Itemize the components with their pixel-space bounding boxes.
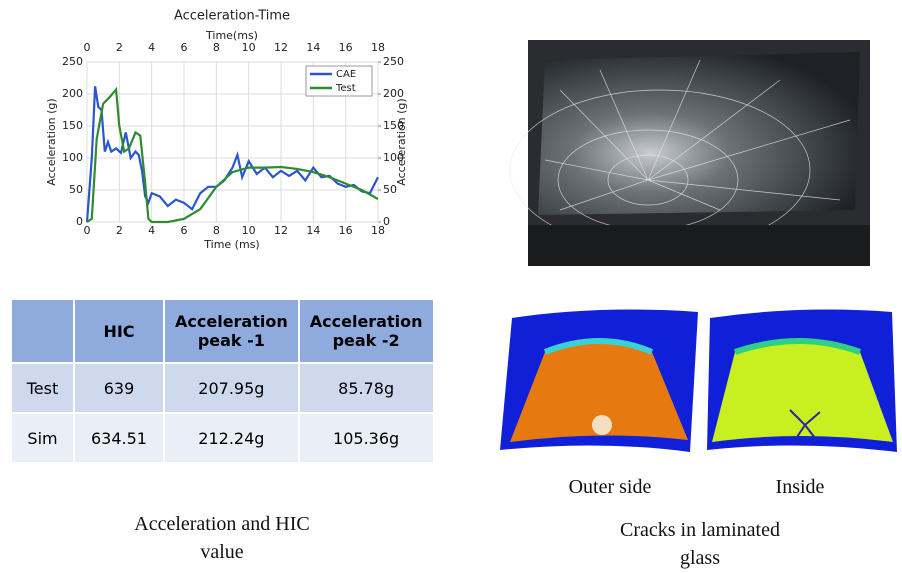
caption-line: Acceleration and HIC	[60, 510, 384, 538]
y-tick-label: 250	[62, 55, 83, 68]
results-table: HIC Acceleration peak -1 Acceleration pe…	[10, 298, 435, 464]
windshield-photo	[510, 40, 870, 266]
legend-label: Test	[335, 83, 356, 94]
y2-axis-label: Acceleration (g)	[395, 98, 408, 185]
y2-tick-label: 0	[383, 215, 390, 228]
cell: 207.95g	[164, 363, 299, 413]
x2-tick-label: 18	[371, 41, 385, 54]
caption-line: Cracks in laminated	[540, 516, 860, 544]
header-cell	[11, 299, 74, 363]
y-tick-label: 150	[62, 119, 83, 132]
x2-tick-label: 12	[274, 41, 288, 54]
y2-tick-label: 50	[383, 183, 397, 196]
x2-tick-label: 16	[339, 41, 353, 54]
x-tick-label: 6	[181, 224, 188, 237]
x2-tick-label: 10	[242, 41, 256, 54]
x2-tick-label: 8	[213, 41, 220, 54]
y2-tick-label: 250	[383, 55, 404, 68]
caption: Cracks in laminated glass	[540, 516, 860, 572]
legend-label: CAE	[336, 69, 356, 80]
y-tick-label: 200	[62, 87, 83, 100]
cell: 212.24g	[164, 413, 299, 463]
cell: Sim	[11, 413, 74, 463]
x2-tick-label: 2	[116, 41, 123, 54]
y-tick-label: 100	[62, 151, 83, 164]
chart: Acceleration-Time Time(ms) Time (ms) Acc…	[0, 0, 460, 260]
x-tick-label: 2	[116, 224, 123, 237]
chart-title: Acceleration-Time	[174, 9, 290, 24]
y-axis-label: Acceleration (g)	[45, 98, 58, 185]
cell: 639	[74, 363, 164, 413]
cell: 634.51	[74, 413, 164, 463]
caption: Acceleration and HIC value	[60, 510, 384, 566]
y2-tick-label: 150	[383, 119, 404, 132]
header-cell: HIC	[74, 299, 164, 363]
header-cell: Acceleration peak -1	[164, 299, 299, 363]
x2-tick-label: 0	[84, 41, 91, 54]
y-tick-label: 50	[69, 183, 83, 196]
outer-side-sim	[500, 310, 698, 452]
header-cell: Acceleration peak -2	[299, 299, 434, 363]
inside-sim	[707, 310, 897, 452]
x-tick-label: 0	[84, 224, 91, 237]
cell: Test	[11, 363, 74, 413]
y2-tick-label: 100	[383, 151, 404, 164]
x-axis-label: Time (ms)	[203, 238, 259, 251]
x2-tick-label: 6	[181, 41, 188, 54]
sim-label: Outer side	[540, 476, 680, 499]
x-tick-label: 16	[339, 224, 353, 237]
caption-line: value	[60, 538, 384, 566]
page: Acceleration-Time Time(ms) Time (ms) Acc…	[0, 0, 902, 573]
cell: 85.78g	[299, 363, 434, 413]
y2-tick-label: 200	[383, 87, 404, 100]
caption-line: glass	[540, 544, 860, 572]
x-tick-label: 14	[306, 224, 320, 237]
x-tick-label: 12	[274, 224, 288, 237]
y-tick-label: 0	[76, 215, 83, 228]
x2-tick-label: 14	[306, 41, 320, 54]
x2-tick-label: 4	[148, 41, 155, 54]
cell: 105.36g	[299, 413, 434, 463]
x-tick-label: 10	[242, 224, 256, 237]
x-tick-label: 4	[148, 224, 155, 237]
sim-label: Inside	[740, 476, 860, 499]
x-tick-label: 8	[213, 224, 220, 237]
